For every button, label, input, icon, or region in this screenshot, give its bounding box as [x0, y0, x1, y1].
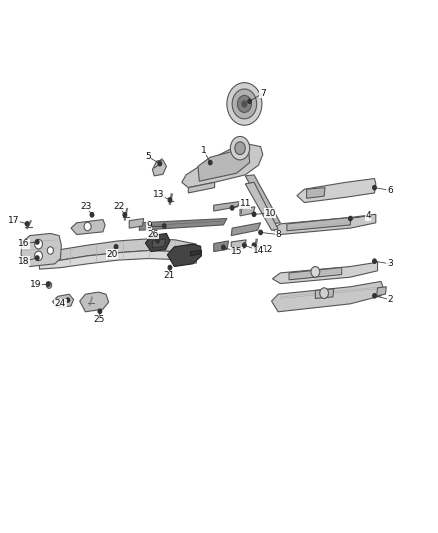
Circle shape [35, 256, 39, 260]
Circle shape [373, 185, 376, 190]
Polygon shape [231, 107, 258, 109]
Polygon shape [231, 223, 261, 236]
Text: 11: 11 [240, 199, 251, 208]
Polygon shape [53, 294, 74, 308]
Polygon shape [289, 268, 342, 280]
Text: 12: 12 [262, 245, 274, 254]
Circle shape [46, 282, 50, 286]
Circle shape [84, 222, 91, 231]
Circle shape [349, 216, 352, 221]
Circle shape [242, 101, 247, 107]
Text: 1: 1 [201, 146, 207, 155]
Polygon shape [272, 214, 376, 235]
Text: 8: 8 [275, 230, 281, 239]
Text: 7: 7 [260, 89, 266, 98]
Circle shape [227, 83, 262, 125]
Text: 19: 19 [30, 280, 42, 288]
Polygon shape [191, 251, 201, 256]
Text: 9: 9 [146, 222, 152, 230]
Text: 13: 13 [153, 190, 164, 199]
Circle shape [46, 282, 52, 288]
Circle shape [90, 213, 94, 217]
Polygon shape [272, 281, 383, 312]
Polygon shape [39, 251, 196, 269]
Text: 5: 5 [145, 152, 151, 161]
Polygon shape [245, 182, 278, 230]
Circle shape [252, 212, 256, 216]
Polygon shape [231, 240, 246, 251]
Text: 20: 20 [106, 250, 117, 259]
Circle shape [373, 294, 376, 298]
Polygon shape [21, 233, 61, 266]
Circle shape [222, 245, 225, 249]
Circle shape [98, 309, 102, 313]
Text: 25: 25 [93, 316, 104, 324]
Text: 26: 26 [148, 230, 159, 239]
Polygon shape [167, 244, 201, 266]
Circle shape [158, 161, 162, 166]
Polygon shape [214, 241, 229, 252]
Circle shape [35, 240, 39, 244]
Polygon shape [182, 144, 263, 188]
Polygon shape [272, 262, 378, 284]
Text: 17: 17 [8, 216, 20, 224]
Circle shape [66, 298, 70, 302]
Polygon shape [188, 182, 215, 193]
Text: 4: 4 [365, 212, 371, 220]
Text: 10: 10 [265, 209, 276, 217]
Circle shape [156, 239, 159, 243]
Circle shape [25, 222, 29, 226]
Polygon shape [152, 160, 166, 176]
Polygon shape [198, 150, 250, 181]
Circle shape [114, 245, 118, 249]
Text: 15: 15 [231, 247, 242, 256]
Circle shape [235, 142, 245, 155]
Polygon shape [377, 287, 386, 296]
Circle shape [237, 95, 251, 112]
Text: 22: 22 [113, 202, 125, 211]
Polygon shape [152, 239, 166, 248]
Circle shape [243, 243, 246, 247]
Polygon shape [80, 292, 109, 312]
Polygon shape [245, 175, 280, 224]
Circle shape [259, 230, 262, 235]
Polygon shape [71, 220, 105, 235]
Circle shape [35, 251, 42, 261]
Text: 6: 6 [387, 186, 393, 195]
Circle shape [252, 243, 256, 247]
Circle shape [168, 198, 172, 202]
Circle shape [373, 259, 376, 263]
Circle shape [320, 288, 328, 298]
Polygon shape [145, 233, 170, 252]
Circle shape [208, 160, 212, 165]
Circle shape [162, 224, 166, 228]
Circle shape [230, 136, 250, 160]
Text: 21: 21 [163, 271, 174, 280]
Text: 16: 16 [18, 239, 30, 248]
Polygon shape [139, 219, 227, 230]
Text: 24: 24 [55, 300, 66, 308]
Circle shape [35, 239, 42, 249]
Circle shape [248, 99, 251, 103]
Polygon shape [129, 219, 144, 228]
Polygon shape [287, 217, 350, 231]
Circle shape [232, 89, 257, 119]
Circle shape [123, 213, 127, 217]
Text: 2: 2 [387, 295, 392, 304]
Polygon shape [315, 289, 334, 298]
Polygon shape [297, 179, 376, 203]
Polygon shape [307, 188, 325, 198]
Circle shape [230, 206, 234, 210]
Circle shape [47, 247, 53, 254]
Circle shape [168, 265, 172, 270]
Polygon shape [214, 201, 240, 211]
Text: 3: 3 [387, 260, 393, 268]
Polygon shape [240, 207, 255, 216]
Text: 23: 23 [80, 202, 92, 211]
Text: 18: 18 [18, 257, 30, 265]
Text: 14: 14 [253, 246, 264, 255]
Circle shape [311, 266, 320, 277]
Polygon shape [39, 239, 196, 262]
